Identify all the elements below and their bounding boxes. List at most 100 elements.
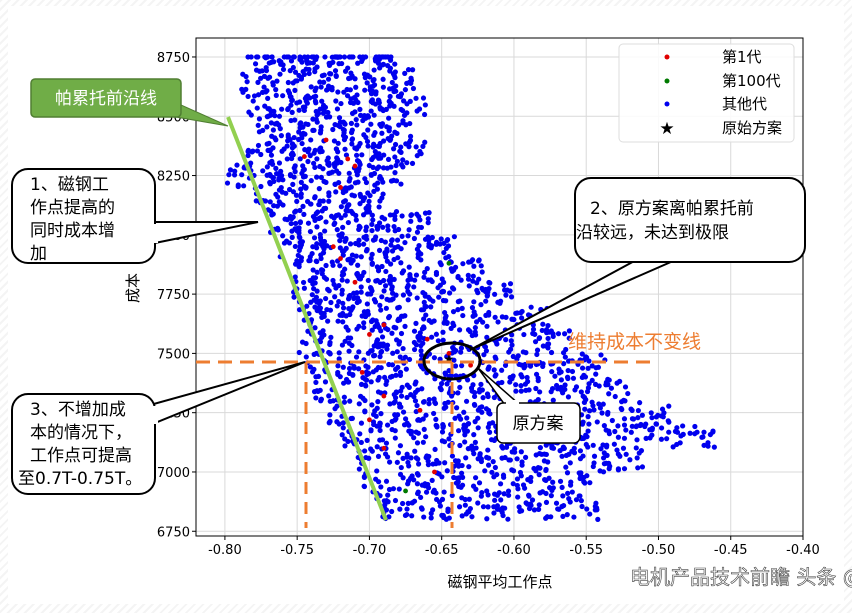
point-other-gen [340, 305, 347, 311]
point-other-gen [354, 290, 360, 296]
point-other-gen [278, 132, 284, 139]
point-other-gen [456, 463, 462, 469]
point-other-gen [353, 253, 359, 259]
point-other-gen [658, 436, 665, 442]
point-other-gen [421, 325, 427, 331]
point-other-gen [354, 122, 360, 128]
point-other-gen [411, 235, 418, 242]
point-other-gen [314, 224, 320, 230]
point-other-gen [460, 261, 466, 267]
point-other-gen [447, 290, 453, 296]
point-other-gen [603, 427, 609, 433]
point-other-gen [562, 386, 568, 393]
point-other-gen [343, 245, 349, 251]
point-other-gen [577, 456, 584, 462]
point-other-gen [456, 327, 463, 333]
point-other-gen [466, 259, 472, 265]
point-gen100 [403, 488, 408, 494]
point-other-gen [277, 71, 283, 77]
point-other-gen [345, 327, 351, 333]
point-other-gen [597, 405, 603, 411]
point-other-gen [440, 329, 446, 335]
point-other-gen [414, 440, 421, 446]
point-other-gen [584, 506, 590, 512]
plot-frame [195, 37, 804, 537]
point-other-gen [553, 382, 560, 389]
point-other-gen [321, 332, 327, 338]
point-other-gen [320, 102, 327, 109]
point-other-gen [448, 266, 454, 272]
point-other-gen [418, 307, 425, 313]
point-other-gen [630, 416, 637, 422]
point-other-gen [501, 282, 507, 288]
point-other-gen [515, 494, 521, 500]
point-other-gen [331, 138, 338, 144]
point-other-gen [266, 74, 273, 80]
point-other-gen [658, 425, 665, 431]
point-other-gen [605, 382, 611, 388]
point-other-gen [638, 448, 645, 454]
point-other-gen [426, 210, 432, 216]
point-other-gen [464, 428, 471, 434]
point-other-gen [516, 504, 522, 510]
point-other-gen [564, 512, 570, 518]
y-tick-label: 6750 [157, 525, 190, 540]
point-other-gen [344, 278, 350, 284]
point-other-gen [308, 84, 314, 90]
point-other-gen [446, 368, 452, 374]
point-other-gen [354, 92, 360, 98]
point-other-gen [371, 112, 377, 118]
point-other-gen [587, 511, 593, 517]
point-other-gen [562, 382, 568, 388]
point-other-gen [342, 238, 348, 244]
point-other-gen [373, 91, 379, 97]
point-other-gen [415, 461, 422, 467]
point-other-gen [335, 54, 341, 60]
point-other-gen [515, 486, 521, 492]
point-other-gen [311, 366, 317, 372]
point-other-gen [423, 312, 429, 318]
point-other-gen [362, 397, 368, 404]
point-other-gen [577, 493, 583, 499]
point-other-gen [300, 174, 307, 180]
point-other-gen [525, 378, 531, 385]
point-other-gen [585, 428, 591, 434]
point-other-gen [354, 152, 360, 158]
point-other-gen [335, 140, 341, 146]
point-other-gen [393, 83, 399, 89]
point-other-gen [368, 98, 374, 105]
point-other-gen [510, 468, 517, 474]
point-other-gen [310, 60, 316, 66]
point-gen1 [432, 469, 437, 475]
point-other-gen [293, 192, 300, 198]
point-other-gen [560, 493, 566, 499]
point-other-gen [276, 187, 283, 193]
point-other-gen [364, 80, 370, 86]
point-other-gen [417, 148, 423, 155]
point-other-gen [674, 429, 681, 435]
point-other-gen [442, 318, 448, 324]
point-other-gen [278, 168, 284, 174]
point-other-gen [439, 512, 445, 518]
point-other-gen [486, 364, 492, 370]
point-other-gen [401, 112, 408, 118]
point-other-gen [416, 249, 422, 255]
point-other-gen [379, 62, 386, 68]
point-other-gen [578, 389, 584, 395]
point-gen1 [338, 185, 343, 190]
point-other-gen [494, 503, 501, 509]
point-other-gen [408, 75, 414, 81]
point-other-gen [422, 291, 428, 297]
point-other-gen [371, 67, 377, 73]
point-other-gen [339, 432, 345, 438]
point-gen1 [417, 407, 423, 413]
point-other-gen [380, 138, 387, 144]
point-other-gen [601, 455, 607, 461]
point-other-gen [692, 423, 698, 430]
point-other-gen [487, 280, 493, 286]
point-other-gen [377, 354, 383, 360]
point-other-gen [666, 403, 672, 409]
point-other-gen [701, 442, 707, 448]
point-other-gen [298, 242, 305, 248]
point-other-gen [623, 451, 629, 457]
